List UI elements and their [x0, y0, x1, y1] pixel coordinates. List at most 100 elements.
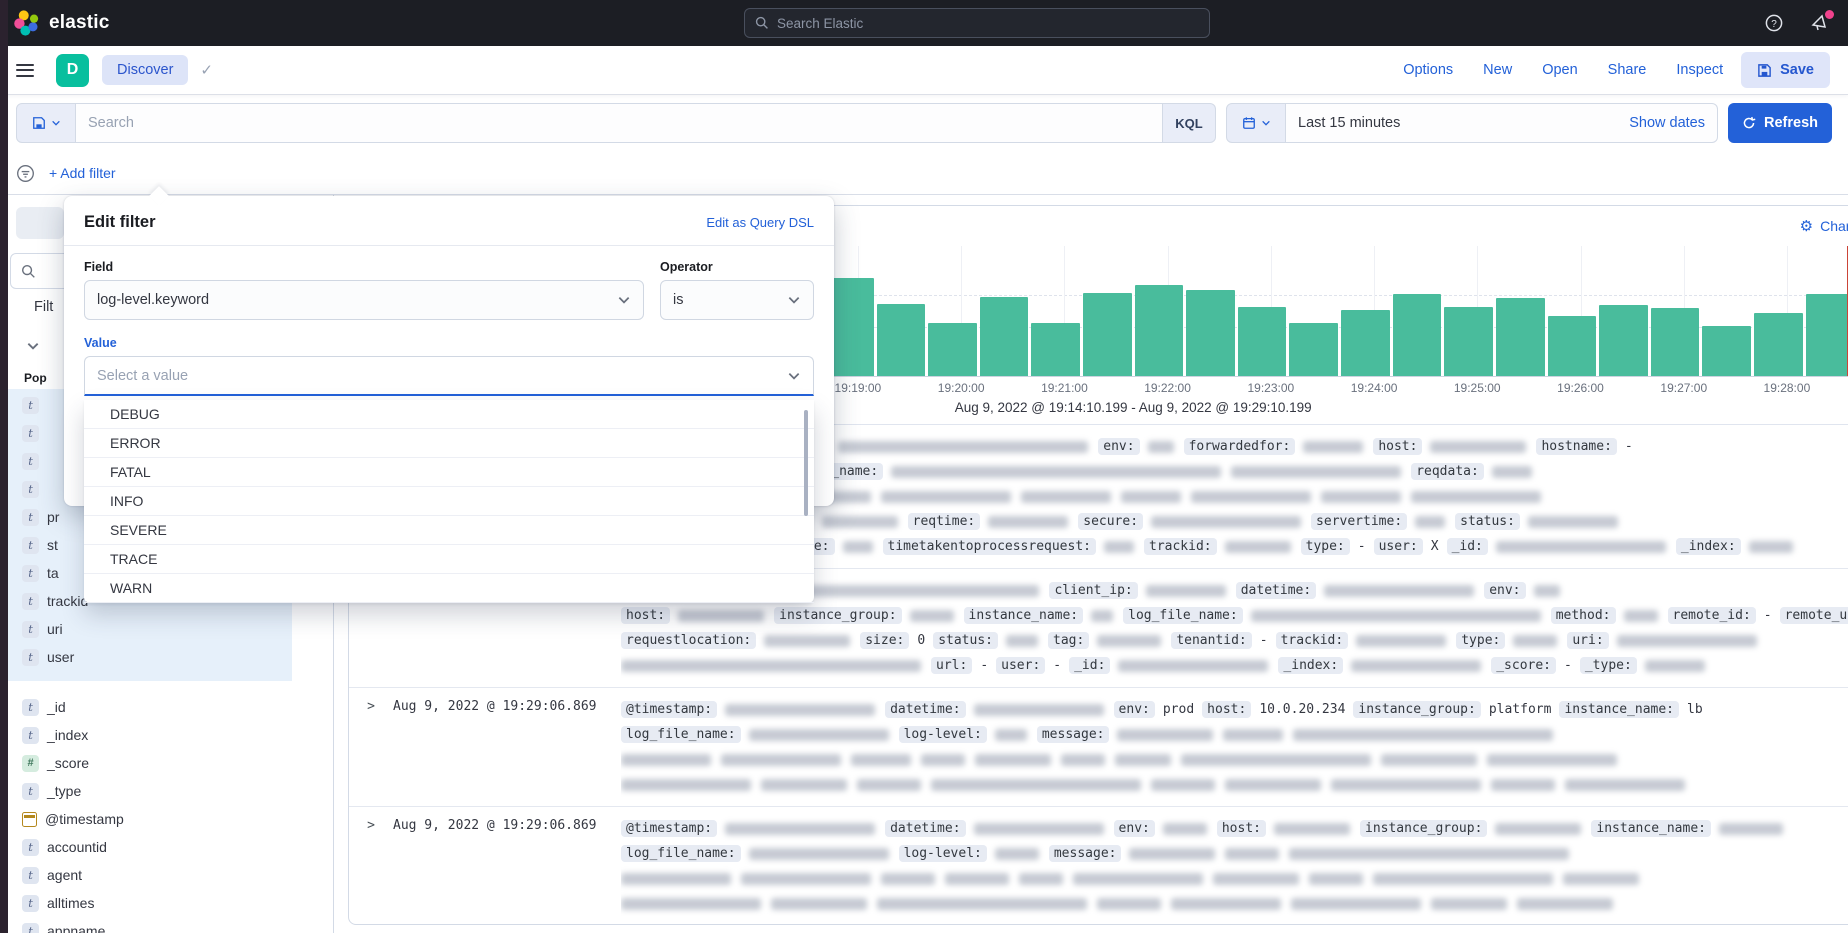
field-key-badge: instance_name:: [1559, 701, 1679, 718]
value-combobox[interactable]: Select a value: [84, 356, 814, 396]
document-row[interactable]: >Aug 9, 2022 @ 19:29:06.869@timestamp:da…: [349, 688, 1848, 807]
redacted-value: [749, 848, 889, 860]
gear-icon[interactable]: ⚙: [1800, 217, 1813, 235]
sidebar-field-@timestamp[interactable]: @timestamp: [0, 805, 300, 833]
app-badge[interactable]: D: [56, 54, 89, 87]
sidebar-field-alltimes[interactable]: talltimes: [0, 889, 300, 917]
sidebar-field-_type[interactable]: t_type: [0, 777, 300, 805]
histogram-bar[interactable]: [1238, 307, 1287, 376]
redacted-value: [1213, 873, 1299, 885]
date-picker-menu-button[interactable]: [1226, 103, 1286, 143]
field-key-badge: datetime:: [885, 701, 965, 718]
value-option-info[interactable]: INFO: [84, 487, 814, 516]
chart-options-button[interactable]: Chart options: [1820, 218, 1848, 234]
data-view-selector[interactable]: [16, 207, 64, 239]
saved-query-menu-button[interactable]: [16, 103, 76, 143]
redacted-value: [1430, 441, 1526, 453]
field-value: -: [1625, 439, 1633, 454]
expand-row-button[interactable]: >: [349, 816, 393, 916]
histogram-bar[interactable]: [1754, 313, 1803, 376]
histogram-bar[interactable]: [1651, 308, 1700, 376]
value-option-trace[interactable]: TRACE: [84, 545, 814, 574]
sidebar-field-_index[interactable]: t_index: [0, 721, 300, 749]
field-select[interactable]: log-level.keyword: [84, 280, 644, 320]
redacted-value: [1517, 898, 1613, 910]
document-row[interactable]: >Aug 9, 2022 @ 19:29:06.869@timestamp:da…: [349, 807, 1848, 925]
refresh-button[interactable]: Refresh: [1728, 103, 1832, 143]
save-button-label: Save: [1780, 62, 1814, 78]
global-search-input[interactable]: Search Elastic: [744, 8, 1210, 38]
redacted-value: [910, 610, 954, 622]
elastic-logo[interactable]: elastic: [14, 10, 110, 36]
x-tick-label: 19:21:00: [1041, 381, 1088, 395]
sidebar-field-agent[interactable]: tagent: [0, 861, 300, 889]
histogram-bar[interactable]: [1289, 323, 1338, 376]
sidebar-field-user[interactable]: tuser: [0, 643, 300, 671]
histogram-bar[interactable]: [877, 304, 926, 376]
histogram-bar[interactable]: [1186, 290, 1235, 376]
text-field-icon: t: [22, 895, 39, 912]
value-option-debug[interactable]: DEBUG: [84, 400, 814, 429]
redacted-value: [761, 779, 847, 791]
nav-link-options[interactable]: Options: [1403, 62, 1453, 78]
kql-language-button[interactable]: KQL: [1163, 103, 1216, 143]
histogram-bar[interactable]: [1496, 298, 1545, 376]
redacted-value: [877, 898, 1087, 910]
histogram-bar[interactable]: [1341, 310, 1390, 376]
nav-link-new[interactable]: New: [1483, 62, 1512, 78]
breadcrumb-discover[interactable]: Discover: [102, 55, 188, 85]
nav-link-share[interactable]: Share: [1608, 62, 1647, 78]
value-option-fatal[interactable]: FATAL: [84, 458, 814, 487]
sidebar-field-uri[interactable]: turi: [0, 615, 300, 643]
redacted-value: [1645, 660, 1705, 672]
histogram-bar[interactable]: [1806, 294, 1848, 376]
add-filter-button[interactable]: + Add filter: [49, 165, 116, 181]
time-range-field[interactable]: Last 15 minutes Show dates: [1286, 103, 1718, 143]
filter-by-type-button[interactable]: Filt: [34, 299, 53, 315]
dropdown-scrollbar[interactable]: [804, 410, 808, 516]
redacted-value: [1356, 635, 1446, 647]
operator-select[interactable]: is: [660, 280, 814, 320]
x-tick-label: 19:23:00: [1247, 381, 1294, 395]
value-option-warn[interactable]: WARN: [84, 574, 814, 603]
redacted-value: [1431, 898, 1507, 910]
save-button[interactable]: Save: [1741, 52, 1830, 88]
edit-as-query-dsl-link[interactable]: Edit as Query DSL: [706, 215, 814, 230]
help-icon[interactable]: ?: [1764, 13, 1784, 33]
histogram-bar[interactable]: [928, 323, 977, 376]
redacted-value: [1617, 635, 1757, 647]
show-dates-link[interactable]: Show dates: [1629, 115, 1705, 131]
redacted-value: [678, 610, 764, 622]
value-option-error[interactable]: ERROR: [84, 429, 814, 458]
redacted-value: [771, 898, 867, 910]
histogram-bar[interactable]: [1031, 323, 1080, 376]
histogram-bar[interactable]: [1393, 294, 1442, 376]
histogram-bar[interactable]: [1702, 326, 1751, 376]
filter-icon[interactable]: [16, 164, 35, 183]
news-feed-icon[interactable]: [1810, 13, 1830, 33]
text-field-icon: t: [22, 481, 39, 498]
menu-hamburger-icon[interactable]: [16, 64, 34, 77]
nav-link-inspect[interactable]: Inspect: [1676, 62, 1723, 78]
redacted-value: [621, 898, 761, 910]
histogram-bar[interactable]: [1599, 305, 1648, 376]
sidebar-field-appname[interactable]: tappname: [0, 917, 300, 933]
histogram-bar[interactable]: [1083, 293, 1132, 376]
histogram-bar[interactable]: [1548, 316, 1597, 376]
histogram-bar[interactable]: [980, 297, 1029, 376]
value-option-severe[interactable]: SEVERE: [84, 516, 814, 545]
redacted-value: [1073, 873, 1203, 885]
redacted-value: [1624, 610, 1658, 622]
histogram-bar[interactable]: [1444, 307, 1493, 376]
kql-search-input[interactable]: Search: [76, 103, 1163, 143]
redacted-value: [1495, 823, 1581, 835]
nav-link-open[interactable]: Open: [1542, 62, 1577, 78]
sidebar-field-accountid[interactable]: taccountid: [0, 833, 300, 861]
redacted-value: [1411, 491, 1541, 503]
expand-row-button[interactable]: >: [349, 697, 393, 797]
field-key-badge: message:: [1049, 845, 1122, 862]
sidebar-field-_score[interactable]: #_score: [0, 749, 300, 777]
chevron-down-icon[interactable]: [26, 339, 40, 353]
histogram-bar[interactable]: [1135, 285, 1184, 376]
sidebar-field-_id[interactable]: t_id: [0, 693, 300, 721]
